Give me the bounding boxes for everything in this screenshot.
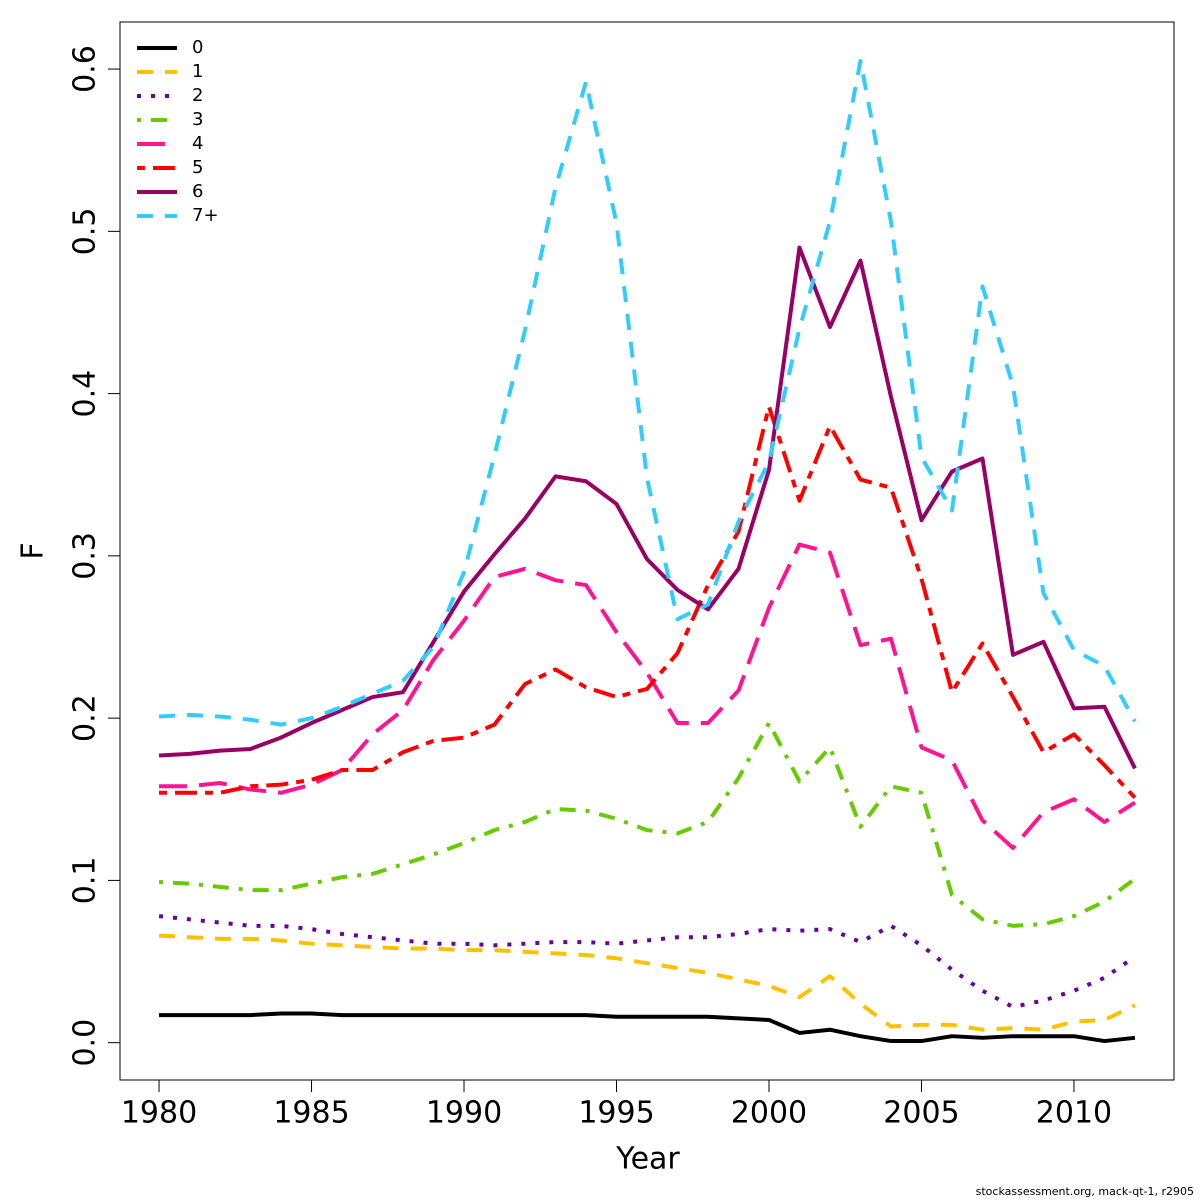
x-tick-label: 2000 xyxy=(731,1096,807,1131)
x-axis-label: Year xyxy=(615,1142,680,1177)
x-tick-label: 2005 xyxy=(883,1096,959,1131)
y-tick-label: 0.4 xyxy=(68,370,103,418)
y-axis-label: F xyxy=(16,542,51,559)
legend-label: 0 xyxy=(192,37,203,58)
y-tick-label: 0.2 xyxy=(68,694,103,742)
legend-label: 6 xyxy=(192,181,203,202)
series-line xyxy=(158,245,1137,770)
legend-label: 5 xyxy=(192,157,203,178)
series-line xyxy=(158,933,1136,1032)
series-line xyxy=(159,1011,1136,1044)
legend-label: 7+ xyxy=(192,205,219,226)
series-line xyxy=(159,542,1137,850)
x-tick-label: 1980 xyxy=(121,1096,197,1131)
legend-label: 3 xyxy=(192,109,203,130)
x-tick-label: 1990 xyxy=(426,1096,502,1131)
series-line xyxy=(158,58,1137,727)
x-tick-label: 2010 xyxy=(1036,1096,1112,1131)
plot-frame xyxy=(119,21,1175,1081)
series-line xyxy=(158,721,1137,928)
y-tick-label: 0.6 xyxy=(68,45,103,93)
caption: stockassessment.org, mack-qt-1, r2905 xyxy=(976,1185,1194,1198)
y-tick-label: 0.3 xyxy=(68,532,103,580)
series-line xyxy=(158,914,1137,1009)
legend-label: 4 xyxy=(192,133,203,154)
legend-label: 2 xyxy=(192,85,203,106)
x-tick-label: 1995 xyxy=(578,1096,654,1131)
x-tick-label: 1985 xyxy=(273,1096,349,1131)
y-tick-label: 0.1 xyxy=(68,857,103,905)
y-tick-label: 0.0 xyxy=(68,1019,103,1067)
y-tick-label: 0.5 xyxy=(68,207,103,255)
series-line xyxy=(159,404,1137,800)
legend-label: 1 xyxy=(192,61,203,82)
